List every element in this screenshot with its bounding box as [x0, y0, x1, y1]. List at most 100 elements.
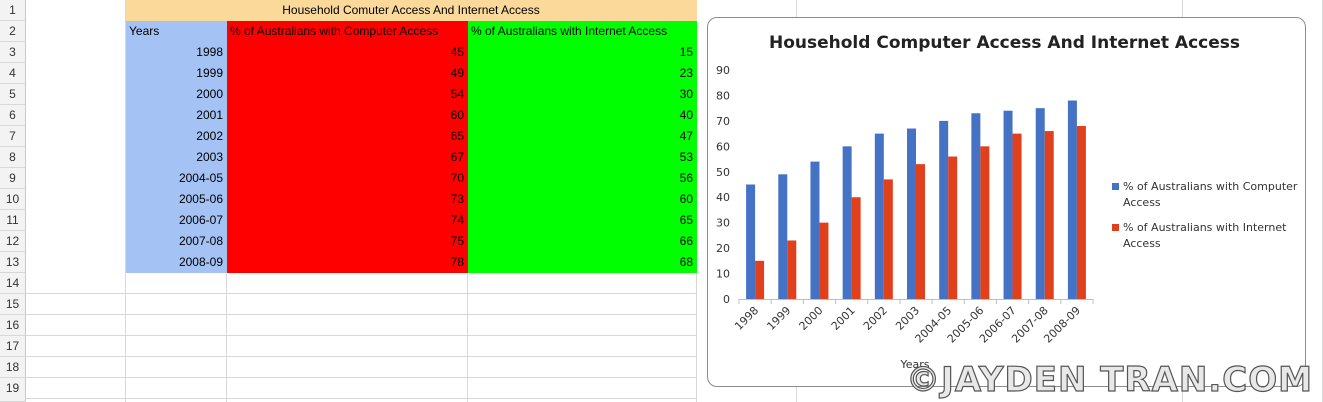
data-cell[interactable]: 1998 — [126, 42, 227, 63]
empty-cell[interactable] — [227, 294, 468, 315]
row-number[interactable]: 9 — [0, 168, 26, 189]
empty-cell[interactable] — [126, 336, 227, 357]
data-cell[interactable]: 75 — [227, 231, 468, 252]
data-cell[interactable]: 2007-08 — [126, 231, 227, 252]
legend-label: % of Australians with Computer — [1123, 180, 1298, 193]
header-cell[interactable]: Years — [126, 21, 227, 42]
empty-cell[interactable] — [468, 273, 697, 294]
empty-cell[interactable] — [468, 315, 697, 336]
row-number[interactable]: 12 — [0, 231, 26, 252]
row-number[interactable]: 10 — [0, 189, 26, 210]
x-tick-label: 1999 — [764, 304, 793, 333]
data-cell[interactable]: 49 — [227, 63, 468, 84]
row-number[interactable]: 11 — [0, 210, 26, 231]
data-cell[interactable]: 74 — [227, 210, 468, 231]
row-number[interactable]: 4 — [0, 63, 26, 84]
data-cell[interactable]: 2004-05 — [126, 168, 227, 189]
data-cell[interactable]: 2001 — [126, 105, 227, 126]
sheet-title-cell[interactable]: Household Comuter Access And Internet Ac… — [126, 0, 697, 21]
data-cell[interactable]: 54 — [227, 84, 468, 105]
empty-cell[interactable] — [227, 357, 468, 378]
row-number[interactable]: 18 — [0, 357, 26, 378]
data-cell[interactable]: 2002 — [126, 126, 227, 147]
empty-cell[interactable] — [26, 273, 126, 294]
data-cell[interactable]: 73 — [227, 189, 468, 210]
row-number[interactable]: 14 — [0, 273, 26, 294]
row-number[interactable]: 3 — [0, 42, 26, 63]
x-tick-label: 2001 — [829, 304, 858, 333]
empty-cell[interactable] — [126, 273, 227, 294]
empty-cell[interactable] — [26, 336, 126, 357]
row-number[interactable]: 13 — [0, 252, 26, 273]
empty-cell[interactable] — [126, 294, 227, 315]
data-cell[interactable]: 60 — [468, 189, 697, 210]
empty-cell[interactable] — [26, 315, 126, 336]
data-cell[interactable]: 68 — [468, 252, 697, 273]
empty-cell[interactable] — [468, 378, 697, 399]
data-cell[interactable]: 15 — [468, 42, 697, 63]
data-cell[interactable]: 78 — [227, 252, 468, 273]
header-cell[interactable]: % of Australians with Computer Access — [227, 21, 468, 42]
data-cell[interactable]: 2006-07 — [126, 210, 227, 231]
data-cell[interactable]: 66 — [468, 231, 697, 252]
data-cell[interactable]: 2008-09 — [126, 252, 227, 273]
watermark: ©JAYDEN TRAN.COM — [906, 359, 1313, 400]
data-cell[interactable]: 65 — [468, 210, 697, 231]
row-number[interactable]: 17 — [0, 336, 26, 357]
empty-cell[interactable] — [26, 294, 126, 315]
x-axis-label: Years — [899, 358, 929, 371]
empty-cell[interactable] — [227, 273, 468, 294]
y-tick-label: 90 — [716, 64, 730, 77]
data-cell[interactable]: 60 — [227, 105, 468, 126]
row-number[interactable]: 5 — [0, 84, 26, 105]
empty-cell[interactable] — [227, 336, 468, 357]
empty-cell[interactable] — [126, 357, 227, 378]
row-number[interactable]: 15 — [0, 294, 26, 315]
chart-container[interactable]: Household Computer Access And Internet A… — [707, 17, 1306, 387]
row-number[interactable]: 6 — [0, 105, 26, 126]
bar-internet — [819, 222, 829, 299]
row-number[interactable]: 7 — [0, 126, 26, 147]
data-cell[interactable]: 30 — [468, 84, 697, 105]
data-cell[interactable]: 23 — [468, 63, 697, 84]
x-tick-label: 2002 — [861, 304, 890, 333]
y-tick-label: 20 — [716, 242, 730, 255]
data-cell[interactable]: 2005-06 — [126, 189, 227, 210]
data-cell[interactable]: 56 — [468, 168, 697, 189]
data-cell[interactable]: 53 — [468, 147, 697, 168]
empty-cell[interactable] — [468, 294, 697, 315]
legend-label: Access — [1123, 196, 1161, 209]
bar-internet — [787, 240, 797, 299]
data-cell[interactable]: 1999 — [126, 63, 227, 84]
empty-cell[interactable] — [26, 378, 126, 399]
empty-cell[interactable] — [227, 378, 468, 399]
row-number[interactable]: 19 — [0, 378, 26, 402]
data-cell[interactable]: 2003 — [126, 147, 227, 168]
row-number[interactable]: 2 — [0, 21, 26, 42]
row-number[interactable]: 8 — [0, 147, 26, 168]
data-cell[interactable]: 65 — [227, 126, 468, 147]
y-tick-label: 50 — [716, 166, 730, 179]
data-cell[interactable]: 45 — [227, 42, 468, 63]
bar-computer — [746, 184, 756, 299]
empty-cell[interactable] — [26, 357, 126, 378]
chart-title: Household Computer Access And Internet A… — [769, 33, 1240, 53]
row-number[interactable]: 1 — [0, 0, 26, 21]
empty-cell[interactable] — [468, 336, 697, 357]
data-cell[interactable]: 2000 — [126, 84, 227, 105]
row-number[interactable]: 16 — [0, 315, 26, 336]
empty-cell[interactable] — [126, 378, 227, 399]
data-cell[interactable]: 40 — [468, 105, 697, 126]
bar-internet — [948, 156, 958, 299]
empty-cell[interactable] — [126, 315, 227, 336]
bar-computer — [874, 133, 884, 299]
empty-cell[interactable] — [468, 357, 697, 378]
y-tick-label: 30 — [716, 217, 730, 230]
data-cell[interactable]: 47 — [468, 126, 697, 147]
data-cell[interactable]: 70 — [227, 168, 468, 189]
x-tick-label: 1998 — [732, 304, 761, 333]
header-cell[interactable]: % of Australians with Internet Access — [468, 21, 697, 42]
bar-computer — [1067, 100, 1077, 300]
data-cell[interactable]: 67 — [227, 147, 468, 168]
empty-cell[interactable] — [227, 315, 468, 336]
